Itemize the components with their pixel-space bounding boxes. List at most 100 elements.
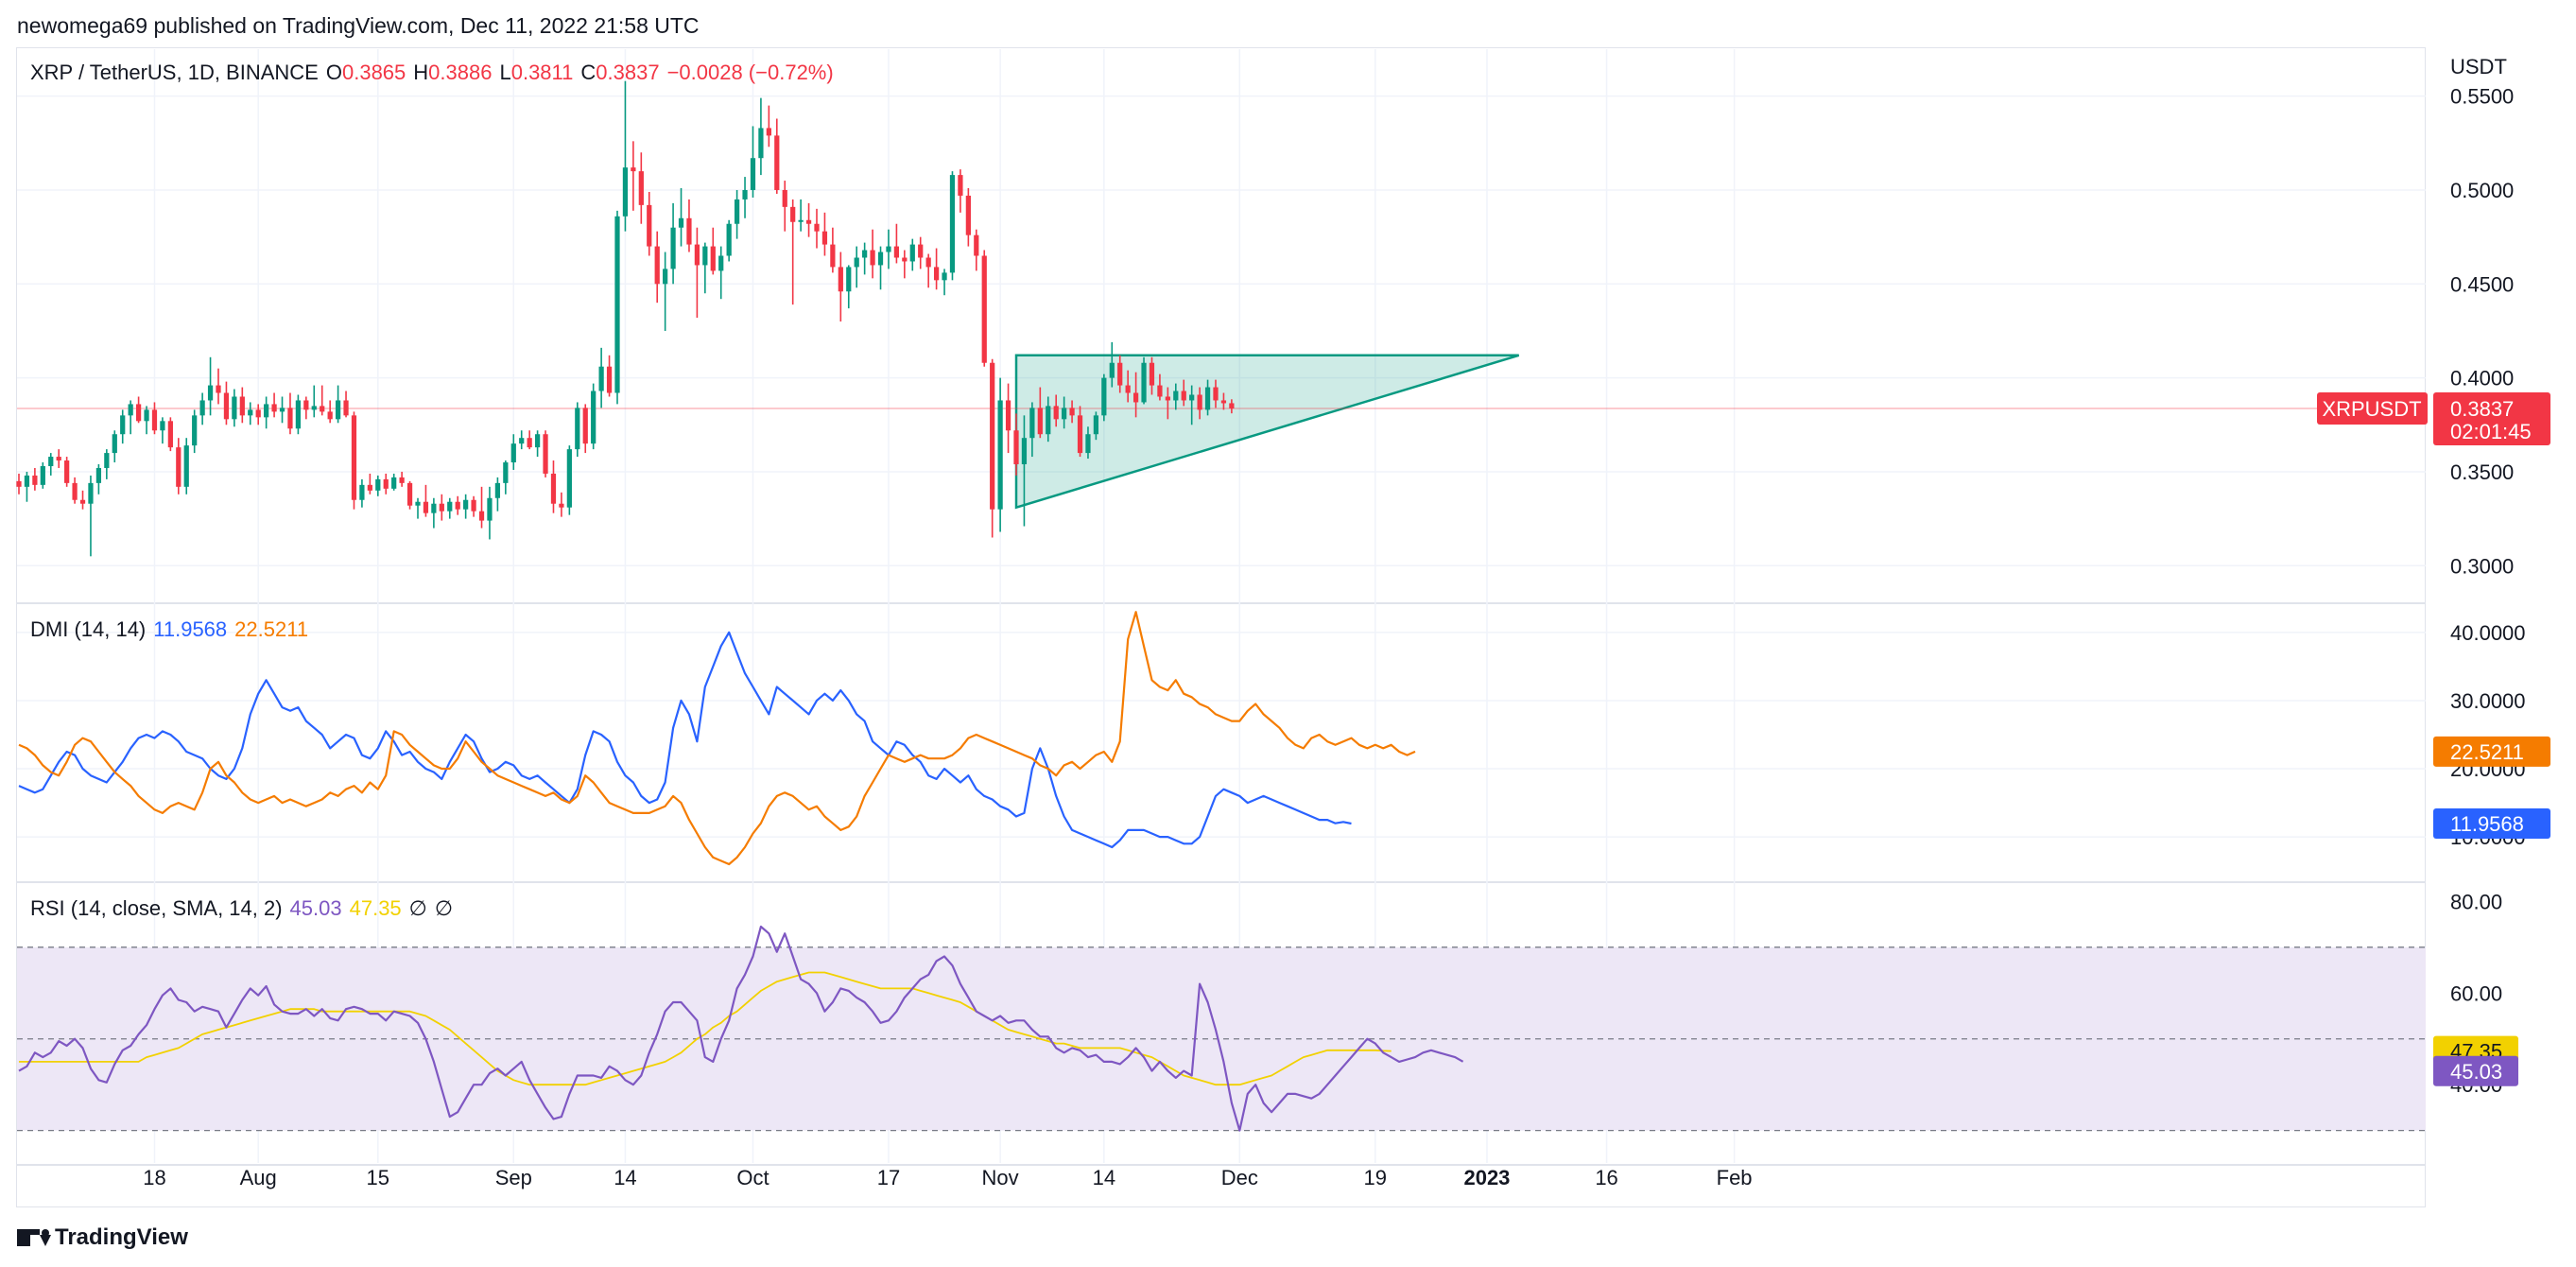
candle[interactable] <box>854 257 859 268</box>
rsi-legend[interactable]: RSI (14, close, SMA, 14, 2) 45.03 47.35 ∅ ∅ <box>30 896 460 921</box>
candle[interactable] <box>375 478 381 491</box>
candle[interactable] <box>534 434 541 448</box>
candle[interactable] <box>135 404 142 422</box>
candle[interactable] <box>199 400 205 416</box>
candle[interactable] <box>638 171 644 205</box>
candle[interactable] <box>527 438 532 448</box>
candle[interactable] <box>846 267 852 292</box>
dmi-plus-line[interactable] <box>18 631 1352 849</box>
candle[interactable] <box>415 501 421 506</box>
candle[interactable] <box>48 457 54 466</box>
candle[interactable] <box>918 244 924 258</box>
candle[interactable] <box>958 175 963 196</box>
candle[interactable] <box>431 503 437 513</box>
candle[interactable] <box>1029 408 1035 439</box>
candle[interactable] <box>487 497 493 521</box>
candle[interactable] <box>1173 391 1179 401</box>
candle[interactable] <box>782 189 787 207</box>
candle[interactable] <box>1037 408 1043 435</box>
candle[interactable] <box>965 195 971 235</box>
candle[interactable] <box>343 400 349 416</box>
candle[interactable] <box>734 199 740 224</box>
candle[interactable] <box>439 503 444 512</box>
candle[interactable] <box>1220 400 1227 404</box>
candle[interactable] <box>95 467 102 483</box>
candle[interactable] <box>1013 430 1019 465</box>
candle[interactable] <box>1077 415 1083 454</box>
candle[interactable] <box>1093 415 1099 435</box>
candle[interactable] <box>303 400 309 410</box>
candle[interactable] <box>1149 362 1155 386</box>
candle[interactable] <box>997 400 1003 510</box>
candle[interactable] <box>1069 408 1075 416</box>
triangle-pattern[interactable] <box>1014 354 1520 510</box>
candle[interactable] <box>151 409 158 431</box>
candle[interactable] <box>647 204 652 247</box>
candle[interactable] <box>359 484 365 500</box>
candle[interactable] <box>255 409 261 418</box>
candle[interactable] <box>192 415 198 446</box>
candle[interactable] <box>886 246 891 252</box>
candle[interactable] <box>582 408 588 444</box>
candle[interactable] <box>1062 408 1067 420</box>
candle[interactable] <box>1181 391 1186 401</box>
candle[interactable] <box>862 250 868 258</box>
candle[interactable] <box>606 366 613 393</box>
candle[interactable] <box>79 499 86 504</box>
candle[interactable] <box>718 255 724 271</box>
candle[interactable] <box>933 267 940 281</box>
candle[interactable] <box>24 475 30 487</box>
candle[interactable] <box>1197 394 1202 410</box>
rsi-title[interactable]: RSI (14, close, SMA, 14, 2) <box>30 896 283 920</box>
candle[interactable] <box>1101 377 1107 416</box>
candle[interactable] <box>663 269 668 285</box>
candle[interactable] <box>351 415 357 500</box>
candle[interactable] <box>1046 406 1051 435</box>
candle[interactable] <box>750 158 756 190</box>
candle[interactable] <box>654 246 660 285</box>
candle[interactable] <box>1053 406 1059 420</box>
candle[interactable] <box>1165 396 1170 401</box>
candle[interactable] <box>575 408 580 450</box>
candle[interactable] <box>478 511 485 521</box>
candle[interactable] <box>790 206 796 222</box>
candle[interactable] <box>1189 394 1195 401</box>
candle[interactable] <box>406 482 413 506</box>
candle[interactable] <box>447 501 453 512</box>
candle[interactable] <box>1117 362 1123 386</box>
candle[interactable] <box>981 255 987 363</box>
candle[interactable] <box>167 421 173 448</box>
candle[interactable] <box>949 175 956 273</box>
candle[interactable] <box>902 257 908 262</box>
candle[interactable] <box>877 252 884 266</box>
candle[interactable] <box>814 223 820 232</box>
candle[interactable] <box>183 445 189 487</box>
candle[interactable] <box>320 406 325 412</box>
candle[interactable] <box>56 457 61 461</box>
candle[interactable] <box>72 482 78 500</box>
candle[interactable] <box>287 408 293 429</box>
candle[interactable] <box>678 217 684 228</box>
candle[interactable] <box>248 409 253 416</box>
candle[interactable] <box>694 244 700 266</box>
candle[interactable] <box>925 257 931 268</box>
candle[interactable] <box>805 219 812 224</box>
candle[interactable] <box>519 438 525 444</box>
candle[interactable] <box>758 128 764 159</box>
candle[interactable] <box>1141 362 1147 403</box>
candle[interactable] <box>335 400 341 420</box>
candle[interactable] <box>1109 362 1115 378</box>
candle[interactable] <box>40 465 45 485</box>
candle[interactable] <box>670 227 676 269</box>
candle[interactable] <box>391 477 397 489</box>
candle[interactable] <box>510 443 516 463</box>
candle[interactable] <box>423 501 429 513</box>
dmi-title[interactable]: DMI (14, 14) <box>30 617 147 641</box>
main-legend[interactable]: XRP / TetherUS, 1D, BINANCE O0.3865 H0.388… <box>30 61 841 85</box>
candle[interactable] <box>702 246 708 266</box>
symbol-title[interactable]: XRP / TetherUS, 1D, BINANCE <box>30 61 319 84</box>
rsi-line[interactable] <box>18 925 1464 1132</box>
candle[interactable] <box>463 499 469 510</box>
candle[interactable] <box>383 478 389 489</box>
